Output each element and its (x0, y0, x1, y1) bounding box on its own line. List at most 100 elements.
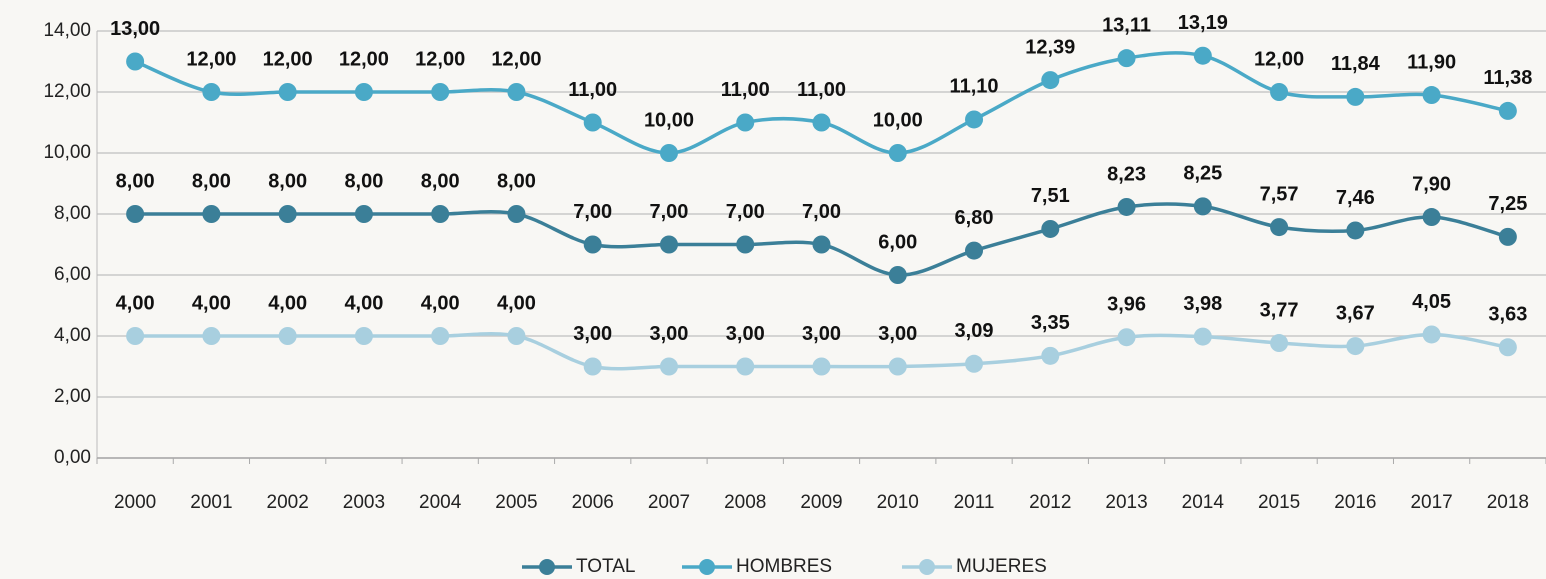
data-label: 3,09 (955, 320, 994, 342)
data-label: 7,57 (1260, 183, 1299, 205)
data-label: 3,00 (802, 323, 841, 345)
data-point (659, 235, 678, 254)
y-tick-label: 8,00 (54, 203, 91, 224)
data-point (736, 235, 755, 254)
data-label: 8,00 (344, 170, 383, 192)
legend-label: HOMBRES (736, 556, 832, 577)
data-label: 3,98 (1183, 293, 1222, 315)
data-label: 4,00 (116, 292, 155, 314)
data-point (1193, 197, 1212, 216)
legend-label: MUJERES (956, 556, 1047, 577)
legend-marker (699, 559, 715, 575)
data-label: 8,25 (1183, 163, 1222, 185)
data-label: 12,00 (415, 48, 465, 70)
data-label: 11,00 (797, 79, 846, 101)
data-point (736, 357, 755, 376)
data-point (965, 241, 984, 260)
x-tick-label: 2005 (495, 492, 537, 513)
data-label: 7,90 (1412, 173, 1451, 195)
data-label: 11,84 (1331, 53, 1381, 75)
data-point (507, 205, 526, 223)
data-point (1270, 334, 1289, 353)
data-label: 8,00 (116, 170, 155, 192)
x-tick-label: 2000 (114, 492, 156, 513)
x-tick-label: 2009 (800, 492, 842, 513)
data-point (583, 113, 602, 132)
data-point (812, 113, 831, 132)
data-label: 8,23 (1107, 163, 1146, 185)
data-point (1346, 87, 1365, 106)
data-label: 6,00 (878, 231, 917, 253)
data-point (507, 327, 526, 345)
data-point (965, 110, 984, 129)
x-tick-label: 2011 (954, 492, 995, 513)
data-label: 7,25 (1488, 193, 1527, 215)
data-label: 6,80 (955, 207, 994, 229)
x-tick-label: 2012 (1029, 492, 1071, 513)
data-point (1346, 337, 1365, 356)
data-label: 8,00 (192, 170, 231, 192)
data-point (1498, 338, 1517, 357)
data-point (202, 205, 221, 223)
data-label: 10,00 (873, 109, 923, 131)
data-point (1270, 218, 1289, 237)
x-tick-label: 2016 (1334, 492, 1376, 513)
data-point (1041, 219, 1060, 238)
data-point (965, 354, 984, 373)
data-point (431, 83, 450, 101)
data-label: 3,77 (1260, 299, 1299, 321)
data-point (659, 144, 678, 162)
data-label: 12,00 (339, 48, 389, 70)
data-point (1422, 325, 1441, 344)
data-label: 3,00 (878, 323, 917, 345)
x-tick-label: 2014 (1182, 492, 1225, 513)
data-point (278, 83, 297, 101)
data-label: 12,00 (263, 48, 313, 70)
x-tick-label: 2015 (1258, 492, 1300, 513)
data-point (1117, 49, 1136, 68)
x-tick-label: 2007 (648, 492, 690, 513)
data-label: 11,10 (950, 76, 999, 98)
data-point (507, 83, 526, 101)
data-point (812, 357, 831, 376)
data-label: 3,67 (1336, 302, 1375, 324)
data-label: 8,00 (268, 170, 307, 192)
data-point (1117, 328, 1136, 347)
x-tick-label: 2001 (190, 492, 232, 513)
data-label: 3,00 (726, 323, 765, 345)
data-point (354, 83, 373, 101)
data-point (126, 327, 145, 345)
data-label: 4,00 (421, 292, 460, 314)
data-point (1270, 83, 1289, 101)
data-label: 3,63 (1488, 304, 1527, 326)
data-point (278, 205, 297, 223)
data-label: 4,00 (192, 292, 231, 314)
data-label: 12,39 (1025, 36, 1075, 58)
data-label: 4,00 (268, 292, 307, 314)
x-tick-label: 2002 (267, 492, 309, 513)
legend-marker (539, 559, 555, 575)
data-point (1422, 86, 1441, 105)
data-label: 3,00 (573, 323, 612, 345)
data-point (1117, 197, 1136, 216)
y-tick-label: 6,00 (54, 264, 91, 285)
data-label: 7,51 (1031, 185, 1070, 207)
data-label: 3,96 (1107, 294, 1146, 316)
x-tick-label: 2018 (1487, 492, 1529, 513)
data-label: 13,00 (110, 18, 160, 40)
data-point (1193, 46, 1212, 65)
data-label: 12,00 (491, 48, 541, 70)
legend-marker (919, 559, 935, 575)
x-tick-label: 2004 (419, 492, 462, 513)
data-label: 11,00 (721, 79, 770, 101)
data-label: 13,11 (1102, 14, 1151, 36)
data-point (1422, 208, 1441, 227)
data-label: 12,00 (1254, 48, 1304, 70)
data-point (659, 357, 678, 376)
data-label: 8,00 (421, 170, 460, 192)
data-label: 4,00 (344, 292, 383, 314)
data-label: 11,38 (1483, 67, 1532, 89)
data-point (278, 327, 297, 345)
y-tick-label: 10,00 (43, 142, 91, 163)
